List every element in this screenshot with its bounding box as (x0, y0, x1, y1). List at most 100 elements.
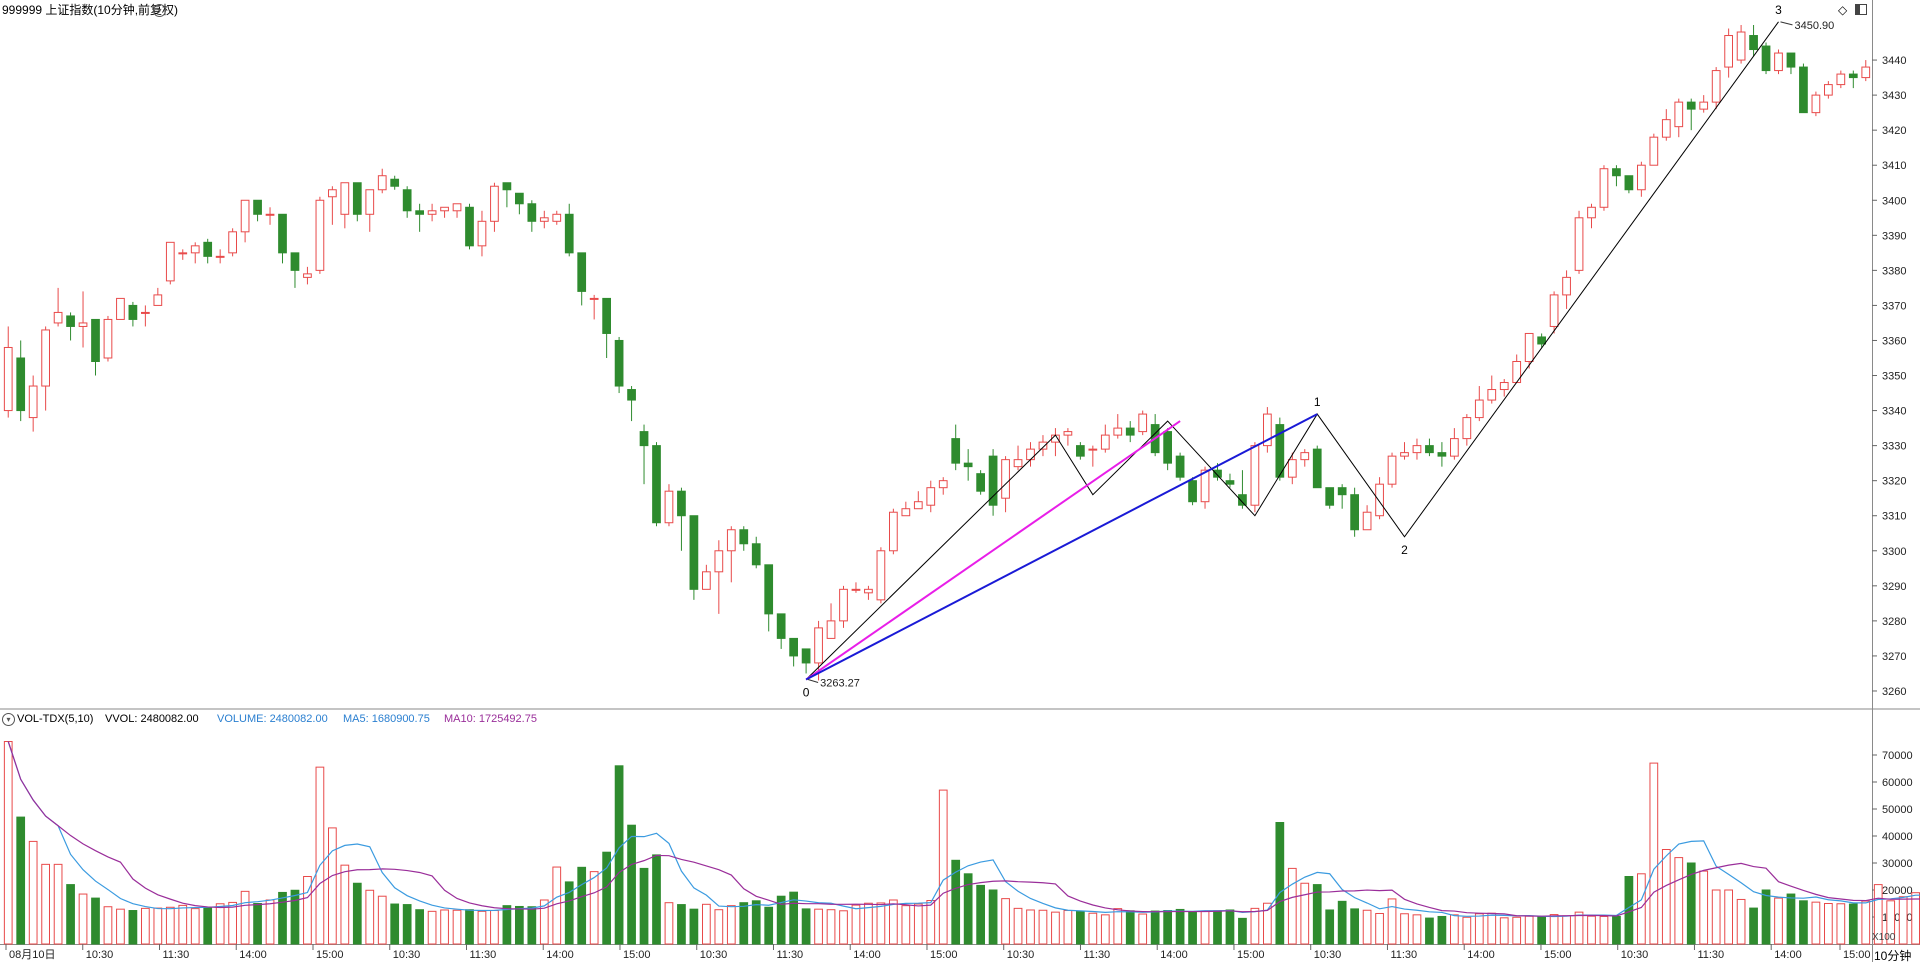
candle-down (1437, 452, 1447, 457)
collapse-icon[interactable]: ▾ (2, 713, 15, 726)
wave-line (805, 21, 1779, 680)
high-price-label: 3450.90 (1795, 20, 1835, 32)
price-tick-label: 3390 (1882, 230, 1906, 242)
candle-up (103, 318, 113, 359)
candle-up (901, 508, 911, 517)
volume-bar-down (577, 866, 587, 945)
candle-down (677, 490, 686, 517)
volume-bar-down (988, 889, 998, 945)
volume-bar-up (1674, 857, 1684, 945)
price-tick-label: 3270 (1882, 651, 1906, 663)
volume-bar-down (1761, 889, 1771, 945)
volume-bar-down (652, 854, 661, 945)
time-tick-label: 10:30 (1007, 949, 1035, 961)
volume-bar-up (1898, 896, 1908, 945)
volume-bar-up (141, 907, 150, 945)
time-tick-label: 15:00 (930, 949, 958, 961)
time-tick-label: 10:30 (1621, 949, 1649, 961)
volume-bar-up (901, 905, 911, 945)
price-tick-label: 3370 (1882, 300, 1906, 312)
candle-up (377, 175, 387, 191)
volume-bar-up (240, 890, 250, 945)
candle-down (652, 445, 661, 524)
diamond-icon[interactable]: ◇ (1838, 3, 1848, 17)
candle-down (515, 192, 524, 205)
volume-tick-label: 70000 (1882, 750, 1913, 762)
candle-up (1599, 168, 1609, 208)
candle-down (963, 462, 973, 468)
candle-up (1549, 294, 1559, 327)
time-tick-label: 11:30 (1697, 949, 1724, 961)
volume-bar-up (153, 907, 163, 945)
volume-bar-down (1337, 900, 1347, 945)
chevron-down-icon[interactable]: ▾ (153, 4, 166, 17)
volume-ma5-line (7, 741, 1920, 918)
volume-bar-up (265, 899, 275, 945)
candle-up (153, 294, 163, 306)
volume-bar-up (1375, 912, 1384, 945)
price-tick-label: 3420 (1882, 125, 1906, 137)
candle-up (589, 297, 599, 300)
candle-down (290, 252, 300, 271)
candle-down (66, 315, 75, 327)
candle-up (1001, 459, 1010, 499)
candle-up (1736, 31, 1746, 61)
volume-bar-up (1587, 915, 1596, 945)
candle-down (278, 213, 287, 254)
candle-up (889, 511, 898, 552)
volume-bar-up (1113, 908, 1123, 945)
candle-up (303, 273, 312, 278)
price-tick-label: 3290 (1882, 581, 1906, 593)
volume-bar-up (1549, 914, 1559, 945)
candle-up (539, 217, 549, 222)
volume-bar-up (1026, 909, 1035, 945)
candle-up (1774, 52, 1783, 72)
volume-vvol: VVOL: 2480082.00 (105, 713, 199, 725)
candle-up (864, 588, 873, 594)
candle-down (789, 637, 798, 657)
candle-down (91, 318, 100, 363)
volume-bar-up (41, 863, 50, 945)
volume-bar-down (16, 816, 26, 945)
volume-bar-up (1300, 882, 1310, 945)
candle-up (116, 297, 125, 320)
candle-up (3, 346, 13, 412)
candle-up (913, 501, 923, 510)
candle-up (440, 206, 449, 212)
volume-ma5: MA5: 1680900.75 (343, 713, 430, 725)
price-tick-label: 3320 (1882, 476, 1906, 488)
volume-bar-up (303, 876, 312, 945)
candle-up (1138, 413, 1148, 433)
volume-bar-down (1437, 915, 1447, 945)
time-tick-label: 14:00 (853, 949, 881, 961)
price-tick-label: 3330 (1882, 441, 1906, 453)
volume-bar-down (1225, 909, 1235, 945)
volume-bar-up (328, 827, 337, 945)
volume-bar-up (1512, 916, 1522, 945)
volume-bar-down (527, 906, 537, 945)
volume-bar-up (1038, 909, 1048, 945)
volume-bar-up (1287, 867, 1297, 945)
candle-up (1649, 136, 1659, 166)
panel-toggle-icon[interactable] (1855, 4, 1867, 15)
candle-up (1474, 399, 1484, 419)
candle-up (938, 480, 948, 489)
volume-bar-down (352, 882, 362, 945)
period-label[interactable]: 10分钟 (1874, 949, 1912, 963)
volume-bar-up (315, 766, 325, 945)
volume-bar-up (589, 871, 599, 945)
time-tick-label: 14:00 (1160, 949, 1188, 961)
candle-up (1263, 413, 1272, 447)
volume-bar-down (963, 873, 973, 945)
candle-up (190, 245, 200, 254)
time-tick-label: 11:30 (469, 949, 496, 961)
volume-bar-down (502, 905, 512, 945)
candle-down (1312, 448, 1322, 489)
volume-bar-up (1711, 889, 1721, 945)
candle-up (851, 588, 861, 591)
candle-up (726, 529, 736, 552)
volume-bar-up (702, 903, 711, 945)
volume-bar-down (203, 906, 213, 945)
candle-down (1163, 431, 1172, 464)
